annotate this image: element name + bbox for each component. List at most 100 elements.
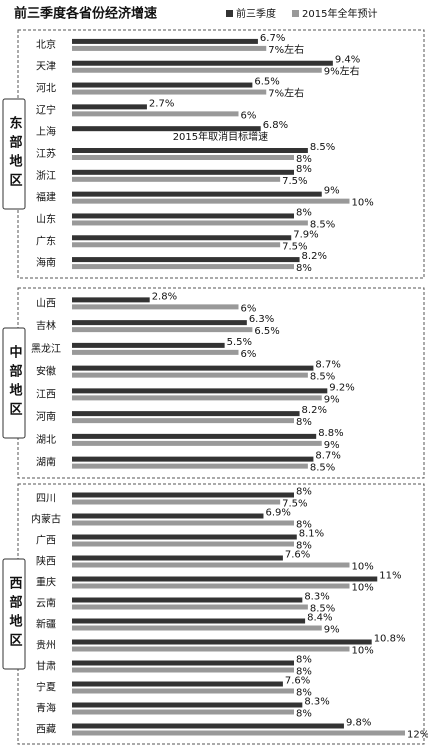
category-label: 四川 [36,494,56,505]
value-label: 10% [352,646,374,657]
value-label: 8.7% [315,451,340,462]
bar [72,176,281,182]
bar [72,604,308,610]
category-label: 北京 [36,38,56,51]
bar [72,304,239,310]
category-label: 西藏 [36,724,56,736]
category-label: 广东 [36,234,56,247]
category-label: 安徽 [36,365,56,378]
bar [72,639,372,645]
bar [72,213,294,219]
value-label: 9.4% [335,55,360,66]
value-label: 9% [324,625,340,636]
value-label: 7.5% [282,241,307,252]
category-label: 山西 [36,297,56,309]
bar [72,456,314,462]
value-label: 8.2% [302,251,327,262]
region-box [2,327,26,439]
bar [72,723,344,729]
value-label: 2.7% [149,98,174,109]
value-label: 8.8% [318,428,343,439]
bar [72,562,350,568]
region-box [2,558,26,670]
value-label: 8.5% [310,142,335,153]
legend-label: 前三季度 [236,7,276,20]
category-label: 重庆 [36,576,56,589]
value-label: 11% [379,571,401,582]
category-label: 内蒙古 [31,513,61,526]
bar [72,111,239,117]
value-label: 6% [241,349,257,360]
value-label: 8.5% [310,219,335,230]
bar [72,220,308,226]
value-label: 8% [296,487,312,498]
value-label: 8.2% [302,405,327,416]
category-label: 吉林 [36,319,56,332]
legend-swatch [226,10,233,17]
bar [72,67,322,73]
value-label: 9% [324,440,340,451]
bar [72,89,267,95]
value-label: 8.5% [310,463,335,474]
bar [72,60,333,66]
bar [72,597,303,603]
category-label: 福建 [36,191,56,204]
category-label: 山东 [36,212,56,225]
bar [72,730,405,736]
value-label: 8% [296,417,312,428]
bar [72,576,378,582]
value-label: 8% [296,709,312,720]
value-label: 8.5% [310,604,335,615]
bar [72,104,147,110]
bar [72,534,297,540]
bar [72,681,283,687]
category-label: 青海 [36,702,56,715]
bar [72,38,258,44]
panel-border [17,29,425,279]
bar [72,155,294,160]
bar [72,320,247,326]
value-label: 9.8% [346,718,371,729]
region-label: 西部地区 [7,576,23,652]
value-label: 8% [296,655,312,666]
category-label: 湖北 [36,434,56,446]
bar [72,463,308,469]
value-label: 7.5% [282,176,307,187]
value-label: 9.2% [329,382,354,393]
bar [72,418,294,424]
value-label: 8% [296,541,312,552]
bar [72,198,350,204]
value-label: 6.5% [254,77,279,88]
bar [72,618,306,624]
bar [72,372,308,378]
bar [72,660,294,666]
value-label: 8.7% [315,360,340,371]
value-label: 7%左右 [268,87,304,100]
bar [72,342,225,348]
region-label: 东部地区 [7,115,23,192]
category-label: 贵州 [36,639,56,652]
value-label: 8% [296,688,312,699]
bar [72,148,308,153]
value-label: 8% [296,667,312,678]
value-label: 6% [241,303,257,314]
region-box [2,98,26,210]
category-label: 海南 [36,256,56,269]
bar [72,667,294,673]
value-label: 8.5% [310,372,335,383]
category-label: 甘肃 [36,660,56,673]
value-label: 7.9% [293,229,318,240]
bar [72,433,317,439]
value-label: 10% [352,583,374,594]
bar [72,555,283,561]
value-label: 10.8% [374,634,406,645]
bar [72,242,281,248]
legend-label: 2015年全年预计 [302,7,377,20]
value-label: 2015年取消目标增速 [173,130,268,143]
category-label: 浙江 [36,170,56,182]
bar [72,191,322,197]
bar [72,349,239,355]
bar [72,499,281,505]
